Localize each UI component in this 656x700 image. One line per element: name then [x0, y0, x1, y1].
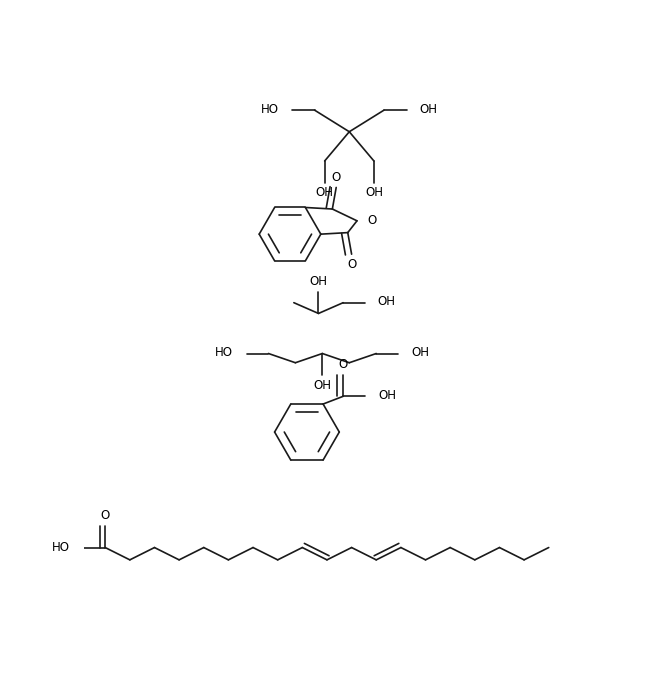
Text: HO: HO — [261, 103, 279, 116]
Text: OH: OH — [365, 186, 383, 199]
Text: OH: OH — [314, 379, 331, 391]
Text: OH: OH — [419, 103, 438, 116]
Text: O: O — [367, 214, 377, 228]
Text: OH: OH — [412, 346, 430, 359]
Text: OH: OH — [378, 295, 396, 309]
Text: OH: OH — [379, 389, 396, 402]
Text: O: O — [100, 510, 110, 522]
Text: O: O — [338, 358, 348, 371]
Text: OH: OH — [316, 186, 334, 199]
Text: O: O — [347, 258, 356, 271]
Text: HO: HO — [215, 346, 233, 359]
Text: O: O — [331, 171, 341, 184]
Text: HO: HO — [52, 541, 70, 554]
Text: OH: OH — [310, 275, 327, 288]
